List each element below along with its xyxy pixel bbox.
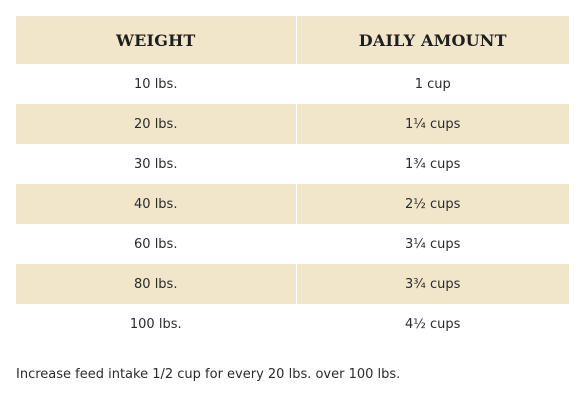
- amount-cell: 1¼ cups: [295, 104, 569, 144]
- weight-cell: 100 lbs.: [129, 316, 182, 332]
- daily-amount-column-header: DAILY AMOUNT: [295, 16, 569, 64]
- weight-cell: 20 lbs.: [16, 104, 296, 144]
- weight-cell: 80 lbs.: [16, 264, 296, 304]
- weight-cell: 40 lbs.: [16, 184, 296, 224]
- table-row: 10 lbs. 1 cup: [16, 64, 569, 104]
- table-row: 30 lbs. 1¾ cups: [16, 144, 569, 184]
- table-header: WEIGHT DAILY AMOUNT: [16, 16, 569, 64]
- amount-cell: 4½ cups: [295, 304, 569, 344]
- amount-cell: 1¾ cups: [295, 144, 569, 184]
- weight-column-header: WEIGHT: [16, 16, 296, 64]
- feeding-footnote: Increase feed intake 1/2 cup for every 2…: [16, 367, 401, 382]
- weight-cell: 30 lbs.: [134, 156, 178, 172]
- feeding-chart-table: WEIGHT DAILY AMOUNT 10 lbs. 1 cup 20 lbs…: [16, 16, 569, 344]
- table-row: 20 lbs. 1¼ cups: [16, 104, 569, 144]
- amount-cell: 2½ cups: [295, 184, 569, 224]
- table-row: 40 lbs. 2½ cups: [16, 184, 569, 224]
- table-row: 100 lbs. 4½ cups: [16, 304, 569, 344]
- amount-cell: 3¾ cups: [295, 264, 569, 304]
- table-row: 60 lbs. 3¼ cups: [16, 224, 569, 264]
- amount-cell: 3¼ cups: [295, 224, 569, 264]
- table-row: 80 lbs. 3¾ cups: [16, 264, 569, 304]
- header-row: WEIGHT DAILY AMOUNT: [16, 16, 569, 64]
- weight-cell: 60 lbs.: [134, 236, 178, 252]
- weight-cell: 10 lbs.: [134, 76, 178, 92]
- table-body: 10 lbs. 1 cup 20 lbs. 1¼ cups 30 lbs. 1¾…: [16, 64, 569, 344]
- amount-cell: 1 cup: [295, 64, 569, 104]
